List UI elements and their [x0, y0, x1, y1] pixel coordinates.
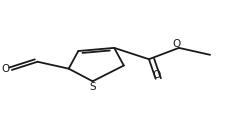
Text: O: O: [1, 64, 9, 74]
Text: O: O: [172, 39, 181, 49]
Text: S: S: [90, 82, 96, 92]
Text: O: O: [152, 70, 161, 80]
